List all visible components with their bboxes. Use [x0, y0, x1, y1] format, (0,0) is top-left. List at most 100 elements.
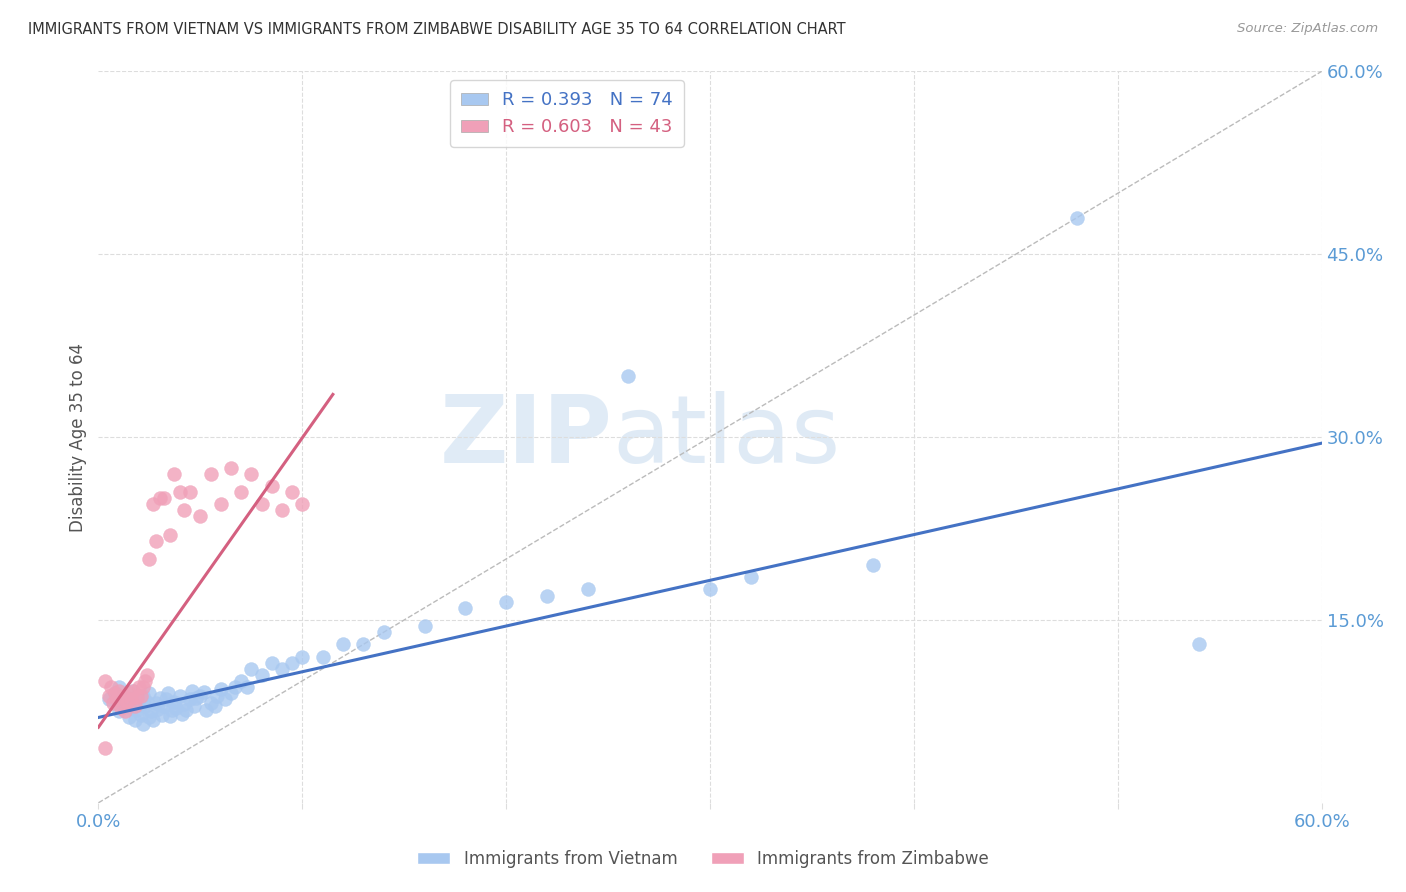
Point — [352, 637, 374, 651]
Point — [169, 485, 191, 500]
Point — [110, 700, 132, 714]
Point — [173, 697, 195, 711]
Point — [160, 703, 183, 717]
Point — [312, 649, 335, 664]
Point — [536, 589, 558, 603]
Point — [219, 460, 242, 475]
Point — [188, 689, 212, 703]
Point — [165, 700, 187, 714]
Point — [108, 680, 131, 694]
Point — [373, 625, 395, 640]
Point — [127, 703, 149, 717]
Point — [173, 503, 195, 517]
Point — [132, 680, 155, 694]
Point — [270, 503, 294, 517]
Point — [163, 695, 186, 709]
Point — [231, 485, 253, 500]
Point — [740, 570, 762, 584]
Point — [188, 509, 212, 524]
Point — [101, 696, 124, 710]
Point — [291, 649, 314, 664]
Point — [132, 689, 155, 703]
Point — [145, 533, 167, 548]
Point — [111, 689, 134, 703]
Point — [136, 695, 159, 709]
Point — [193, 685, 215, 699]
Point — [150, 708, 173, 723]
Point — [129, 689, 152, 703]
Point — [124, 699, 146, 714]
Point — [270, 662, 294, 676]
Point — [120, 692, 142, 706]
Point — [122, 683, 145, 698]
Point — [209, 497, 232, 511]
Point — [118, 686, 141, 700]
Point — [495, 594, 517, 608]
Point — [108, 705, 131, 719]
Point — [142, 497, 165, 511]
Legend: Immigrants from Vietnam, Immigrants from Zimbabwe: Immigrants from Vietnam, Immigrants from… — [411, 844, 995, 875]
Point — [179, 485, 201, 500]
Point — [128, 692, 150, 706]
Point — [134, 699, 156, 714]
Point — [145, 696, 167, 710]
Point — [115, 695, 138, 709]
Point — [142, 713, 165, 727]
Point — [124, 713, 146, 727]
Point — [181, 683, 204, 698]
Point — [136, 667, 159, 681]
Point — [281, 656, 304, 670]
Point — [240, 662, 263, 676]
Point — [155, 692, 177, 706]
Point — [138, 552, 160, 566]
Point — [186, 690, 208, 705]
Point — [152, 699, 174, 714]
Point — [138, 710, 160, 724]
Y-axis label: Disability Age 35 to 64: Disability Age 35 to 64 — [69, 343, 87, 532]
Text: IMMIGRANTS FROM VIETNAM VS IMMIGRANTS FROM ZIMBABWE DISABILITY AGE 35 TO 64 CORR: IMMIGRANTS FROM VIETNAM VS IMMIGRANTS FR… — [28, 22, 846, 37]
Point — [1188, 637, 1211, 651]
Point — [118, 696, 141, 710]
Point — [100, 680, 122, 694]
Point — [413, 619, 436, 633]
Point — [141, 705, 163, 719]
Text: atlas: atlas — [612, 391, 841, 483]
Point — [114, 689, 136, 703]
Point — [169, 689, 191, 703]
Point — [118, 710, 141, 724]
Point — [104, 686, 127, 700]
Point — [454, 600, 477, 615]
Point — [219, 686, 242, 700]
Point — [128, 680, 150, 694]
Point — [152, 491, 174, 505]
Point — [260, 656, 283, 670]
Point — [200, 467, 222, 481]
Point — [93, 740, 115, 755]
Point — [170, 706, 193, 721]
Point — [204, 699, 226, 714]
Point — [97, 692, 120, 706]
Point — [200, 696, 222, 710]
Point — [114, 705, 136, 719]
Point — [174, 703, 197, 717]
Point — [111, 698, 134, 713]
Point — [260, 479, 283, 493]
Point — [108, 683, 131, 698]
Point — [1066, 211, 1088, 225]
Point — [231, 673, 253, 688]
Point — [862, 558, 884, 573]
Point — [214, 692, 236, 706]
Point — [93, 673, 115, 688]
Point — [240, 467, 263, 481]
Point — [250, 667, 273, 681]
Point — [134, 673, 156, 688]
Point — [236, 680, 259, 694]
Point — [120, 700, 142, 714]
Point — [159, 709, 181, 723]
Point — [132, 716, 155, 731]
Point — [224, 680, 246, 694]
Point — [129, 708, 152, 723]
Point — [250, 497, 273, 511]
Point — [617, 369, 640, 384]
Point — [127, 690, 149, 704]
